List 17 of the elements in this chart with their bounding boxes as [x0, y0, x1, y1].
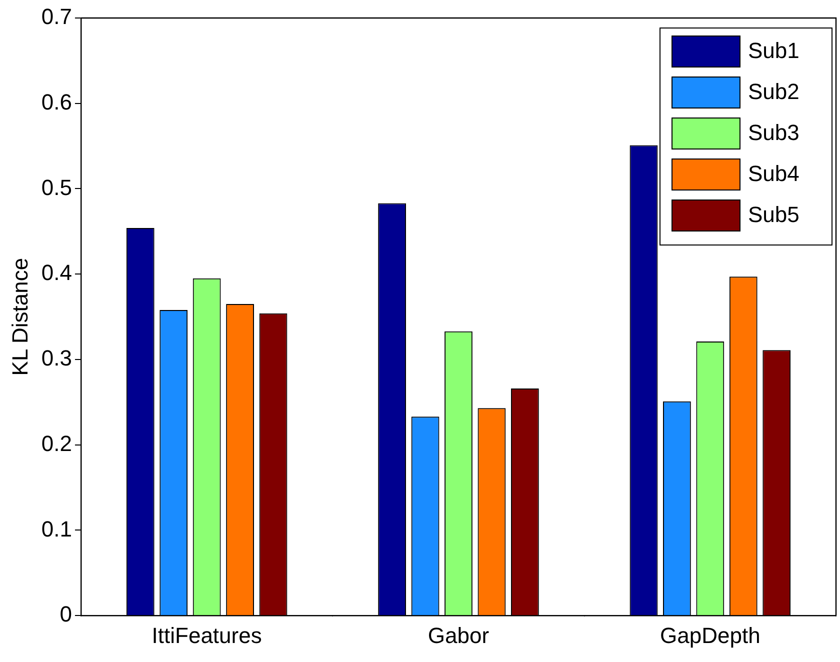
- x-tick-label: GapDepth: [660, 622, 760, 648]
- x-tick-label: Gabor: [428, 622, 490, 648]
- legend-label: Sub3: [748, 120, 800, 146]
- y-tick-label: 0.7: [41, 4, 72, 30]
- y-tick-label: 0: [60, 602, 72, 627]
- legend-label: Sub4: [748, 161, 800, 186]
- y-axis-title: KL Distance: [7, 258, 32, 376]
- y-tick-label: 0.1: [41, 516, 72, 542]
- legend-label: Sub5: [748, 202, 800, 228]
- legend-label: Sub1: [748, 38, 800, 64]
- y-tick-label: 0.5: [41, 174, 72, 200]
- x-tick-label: IttiFeatures: [152, 622, 262, 648]
- y-tick-label: 0.4: [41, 260, 72, 286]
- y-tick-label: 0.3: [41, 346, 72, 371]
- y-tick-label: 0.6: [41, 89, 72, 114]
- y-tick-label: 0.2: [41, 430, 72, 456]
- legend-label: Sub2: [748, 79, 800, 104]
